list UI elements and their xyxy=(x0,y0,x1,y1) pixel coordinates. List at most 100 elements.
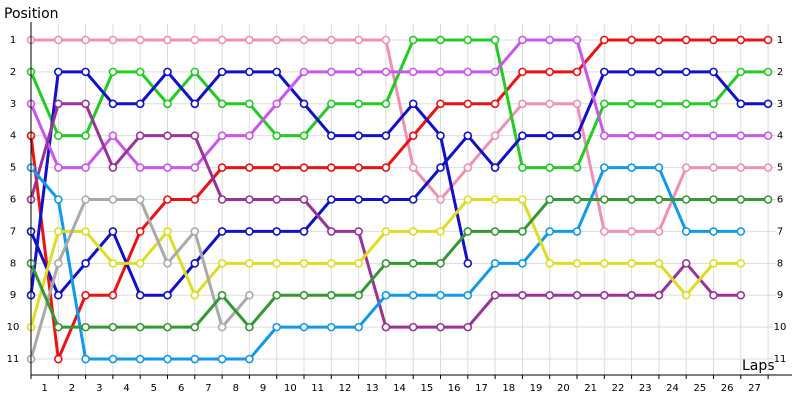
y-tick-label-right: 1 xyxy=(777,35,783,46)
position-marker xyxy=(108,195,118,204)
y-tick-label: 5 xyxy=(10,163,16,174)
position-marker xyxy=(463,67,473,77)
position-marker xyxy=(681,290,691,300)
x-tick-label: 2 xyxy=(69,383,75,394)
position-marker xyxy=(108,131,118,140)
y-tick-label-right: 9 xyxy=(777,290,783,301)
position-marker xyxy=(490,290,500,300)
position-marker xyxy=(518,35,527,45)
position-marker xyxy=(709,290,718,300)
position-marker xyxy=(190,290,200,300)
position-marker xyxy=(627,131,636,140)
position-marker xyxy=(408,35,418,45)
position-marker xyxy=(763,195,773,204)
position-marker xyxy=(163,99,172,109)
position-marker xyxy=(108,259,118,268)
position-marker xyxy=(436,131,445,140)
position-marker xyxy=(217,227,227,236)
position-marker xyxy=(408,290,418,300)
position-marker xyxy=(53,67,63,77)
position-marker xyxy=(272,35,282,45)
x-tick-label: 1 xyxy=(41,383,47,394)
y-tick-label-right: 11 xyxy=(774,354,787,365)
position-marker xyxy=(326,131,336,140)
position-marker xyxy=(354,67,363,77)
position-marker xyxy=(245,163,254,172)
position-marker xyxy=(463,163,473,172)
y-tick-label: 4 xyxy=(10,131,16,142)
position-marker xyxy=(681,131,691,140)
position-marker xyxy=(408,227,418,236)
position-marker xyxy=(217,354,227,364)
position-marker xyxy=(245,35,254,45)
position-marker xyxy=(53,259,63,268)
position-marker xyxy=(436,99,445,109)
x-tick-label: 20 xyxy=(557,383,570,394)
y-tick-label: 1 xyxy=(10,35,16,46)
position-marker xyxy=(381,195,391,204)
position-marker xyxy=(108,290,118,300)
x-tick-label: 23 xyxy=(639,383,652,394)
position-marker xyxy=(408,67,418,77)
x-tick-label: 7 xyxy=(205,383,211,394)
position-marker xyxy=(763,163,773,172)
position-marker xyxy=(163,354,172,364)
position-marker xyxy=(436,195,445,204)
position-marker xyxy=(272,259,282,268)
x-tick-label: 5 xyxy=(151,383,157,394)
y-tick-label-right: 4 xyxy=(777,131,783,142)
position-marker xyxy=(627,99,636,109)
position-marker xyxy=(408,131,418,140)
position-marker xyxy=(190,67,200,77)
position-marker xyxy=(408,99,418,109)
position-marker xyxy=(354,195,363,204)
position-marker xyxy=(108,227,118,236)
position-marker xyxy=(436,67,445,77)
position-marker xyxy=(217,35,227,45)
series-line xyxy=(31,38,769,233)
position-marker xyxy=(217,322,227,332)
position-marker xyxy=(681,99,691,109)
position-marker xyxy=(53,163,63,172)
position-marker xyxy=(81,163,90,172)
position-marker xyxy=(245,259,254,268)
position-marker xyxy=(245,322,254,332)
position-marker xyxy=(654,195,664,204)
position-marker xyxy=(436,163,445,172)
x-tick-label: 9 xyxy=(260,383,266,394)
position-marker xyxy=(490,163,500,172)
position-marker xyxy=(53,35,63,45)
position-marker xyxy=(763,67,773,77)
position-marker xyxy=(81,67,90,77)
y-tick-label: 8 xyxy=(10,258,16,269)
position-marker xyxy=(135,163,145,172)
position-marker xyxy=(53,99,63,109)
x-tick-label: 4 xyxy=(123,383,129,394)
position-marker xyxy=(108,35,118,45)
position-marker xyxy=(599,163,609,172)
position-marker xyxy=(763,131,773,140)
position-marker xyxy=(490,35,500,45)
position-marker xyxy=(299,163,309,172)
x-tick-label: 17 xyxy=(475,383,488,394)
position-marker xyxy=(272,99,282,109)
position-marker xyxy=(381,322,391,332)
position-marker xyxy=(627,227,636,236)
x-tick-label: 16 xyxy=(448,383,461,394)
position-marker xyxy=(217,163,227,172)
position-marker xyxy=(190,259,200,268)
position-marker xyxy=(299,259,309,268)
position-marker xyxy=(354,259,363,268)
position-marker xyxy=(245,195,254,204)
y-tick-label-right: 6 xyxy=(777,195,783,206)
position-marker xyxy=(299,131,309,140)
position-marker xyxy=(245,290,254,300)
position-marker xyxy=(326,259,336,268)
position-marker xyxy=(272,322,282,332)
x-tick-label: 15 xyxy=(420,383,433,394)
position-marker xyxy=(518,259,527,268)
position-marker xyxy=(135,290,145,300)
x-tick-label: 14 xyxy=(393,383,406,394)
position-marker xyxy=(681,163,691,172)
position-marker xyxy=(518,131,527,140)
